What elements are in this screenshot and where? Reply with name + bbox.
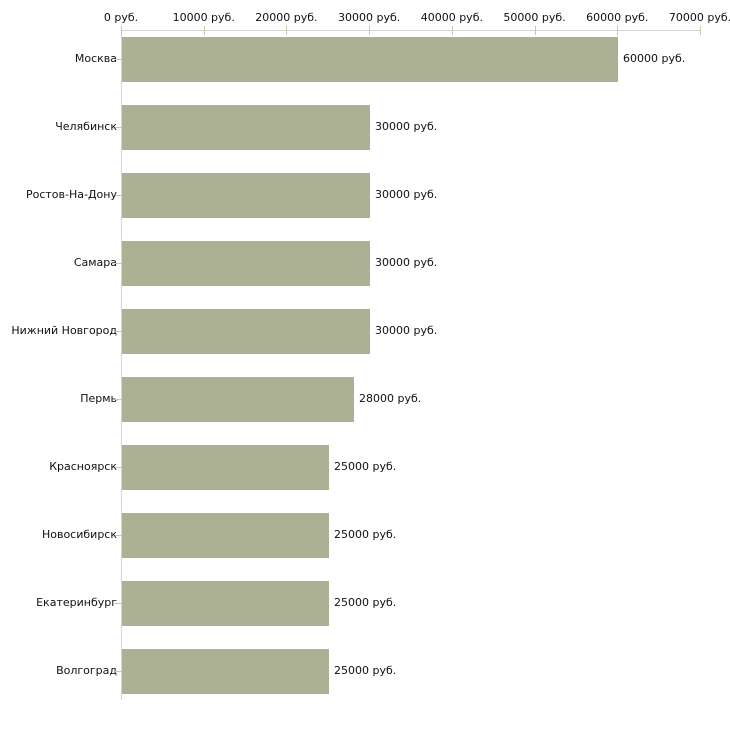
category-label: Волгоград — [56, 664, 117, 677]
category-label: Красноярск — [49, 460, 117, 473]
x-axis-tick-mark — [700, 26, 701, 35]
value-label: 30000 руб. — [375, 188, 438, 201]
x-axis-tick-mark — [369, 26, 371, 35]
x-axis-tick-label: 60000 руб. — [586, 11, 649, 24]
x-axis-tick-label: 10000 руб. — [172, 11, 235, 24]
y-axis-line — [121, 30, 122, 700]
value-label: 28000 руб. — [359, 392, 422, 405]
y-axis-tick-mark — [115, 195, 122, 196]
x-axis-line — [121, 30, 701, 31]
value-label: 30000 руб. — [375, 120, 438, 133]
bar-10 — [122, 649, 329, 694]
bar-3 — [122, 173, 370, 218]
x-axis-tick-label: 20000 руб. — [255, 11, 318, 24]
category-label: Самара — [73, 256, 117, 269]
y-axis-tick-mark — [115, 263, 122, 264]
x-axis-tick-label: 30000 руб. — [338, 11, 401, 24]
category-label: Екатеринбург — [36, 596, 117, 609]
value-label: 30000 руб. — [375, 324, 438, 337]
bar-2 — [122, 105, 370, 150]
y-axis-tick-mark — [115, 399, 122, 400]
bar-7 — [122, 445, 329, 490]
bar-5 — [122, 309, 370, 354]
x-axis-tick-mark — [286, 26, 288, 35]
value-label: 25000 руб. — [334, 460, 397, 473]
bar-1 — [122, 37, 618, 82]
bar-6 — [122, 377, 354, 422]
y-axis-tick-mark — [115, 127, 122, 128]
category-label: Пермь — [80, 392, 117, 405]
x-axis-tick-label: 50000 руб. — [503, 11, 566, 24]
x-axis-tick-mark — [451, 26, 453, 35]
category-label: Ростов-На-Дону — [25, 188, 117, 201]
value-label: 30000 руб. — [375, 256, 438, 269]
x-axis-tick-label: 0 руб. — [103, 11, 139, 24]
y-axis-tick-mark — [115, 535, 122, 536]
x-axis-tick-mark — [617, 26, 619, 35]
category-label: Челябинск — [55, 120, 117, 133]
x-axis-tick-label: 70000 руб. — [668, 11, 730, 24]
bar-9 — [122, 581, 329, 626]
value-label: 25000 руб. — [334, 528, 397, 541]
y-axis-tick-mark — [115, 59, 122, 60]
x-axis-tick-mark — [534, 26, 536, 35]
x-axis-tick-mark — [203, 26, 205, 35]
bar-8 — [122, 513, 329, 558]
y-axis-tick-mark — [115, 467, 122, 468]
y-axis-tick-mark — [115, 671, 122, 672]
value-label: 25000 руб. — [334, 664, 397, 677]
y-axis-tick-mark — [115, 331, 122, 332]
bar-4 — [122, 241, 370, 286]
y-axis-tick-mark — [115, 603, 122, 604]
x-axis-tick-mark — [121, 26, 122, 35]
category-label: Новосибирск — [41, 528, 117, 541]
value-label: 60000 руб. — [623, 52, 686, 65]
category-label: Нижний Новгород — [11, 324, 117, 337]
value-label: 25000 руб. — [334, 596, 397, 609]
x-axis-tick-label: 40000 руб. — [420, 11, 483, 24]
category-label: Москва — [74, 52, 117, 65]
